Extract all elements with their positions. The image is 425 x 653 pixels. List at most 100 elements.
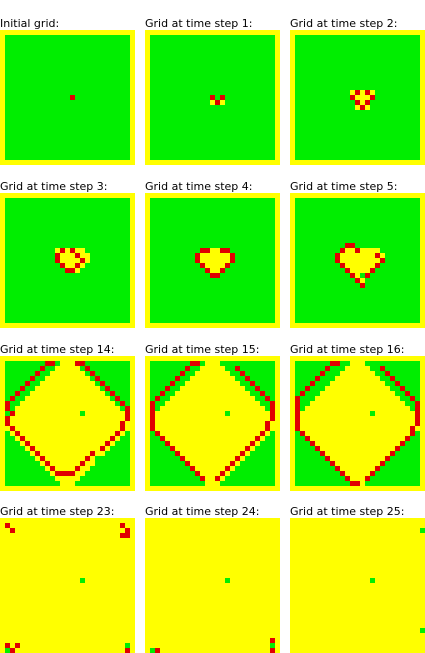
empty-cell [25, 361, 30, 366]
empty-cell [295, 446, 300, 451]
empty-cell [35, 476, 40, 481]
empty-cell [10, 366, 15, 371]
empty-cell [125, 456, 130, 461]
empty-cell [115, 476, 120, 481]
empty-cell [155, 476, 160, 481]
empty-cell [245, 461, 250, 466]
empty-cell [170, 391, 175, 396]
empty-cell [175, 481, 180, 486]
burnt-cell [120, 426, 125, 431]
empty-cell [400, 366, 405, 371]
burnt-cell [220, 248, 225, 253]
empty-cell [75, 481, 80, 486]
empty-cell [15, 386, 20, 391]
empty-cell [90, 481, 95, 486]
empty-cell [110, 386, 115, 391]
empty-cell [5, 381, 10, 386]
empty-cell [385, 476, 390, 481]
burning-cell [80, 248, 85, 253]
panel-label: Grid at time step 1: [145, 17, 253, 30]
burnt-cell [65, 471, 70, 476]
burnt-cell [15, 431, 20, 436]
empty-cell [190, 471, 195, 476]
empty-cell [420, 628, 425, 633]
empty-cell [150, 456, 155, 461]
burning-cell [360, 248, 365, 253]
empty-cell [260, 381, 265, 386]
empty-cell [110, 461, 115, 466]
empty-cell [300, 436, 305, 441]
empty-cell [160, 441, 165, 446]
empty-cell [260, 481, 265, 486]
empty-cell [415, 391, 420, 396]
empty-cell [295, 431, 300, 436]
empty-cell [170, 361, 175, 366]
empty-cell [225, 578, 230, 583]
empty-cell [125, 466, 130, 471]
empty-cell [410, 366, 415, 371]
burnt-cell [15, 643, 20, 648]
burnt-cell [365, 273, 370, 278]
burnt-cell [120, 523, 125, 528]
empty-cell [230, 481, 235, 486]
empty-cell [300, 456, 305, 461]
empty-cell [295, 471, 300, 476]
empty-cell [10, 371, 15, 376]
empty-cell [10, 451, 15, 456]
empty-cell [305, 396, 310, 401]
empty-cell [20, 396, 25, 401]
burnt-cell [300, 391, 305, 396]
empty-cell [245, 361, 250, 366]
empty-cell [105, 481, 110, 486]
grid-svg [290, 356, 425, 491]
burning-cell [210, 100, 215, 105]
burnt-cell [315, 376, 320, 381]
empty-cell [150, 436, 155, 441]
empty-cell [100, 366, 105, 371]
empty-cell [255, 361, 260, 366]
empty-cell [325, 466, 330, 471]
empty-cell [405, 381, 410, 386]
empty-cell [265, 456, 270, 461]
empty-cell [10, 456, 15, 461]
empty-cell [310, 456, 315, 461]
empty-cell [240, 481, 245, 486]
empty-cell [245, 456, 250, 461]
empty-cell [80, 411, 85, 416]
burnt-cell [370, 268, 375, 273]
empty-cell [380, 466, 385, 471]
empty-cell [305, 376, 310, 381]
empty-cell [195, 476, 200, 481]
burnt-cell [40, 456, 45, 461]
empty-cell [250, 476, 255, 481]
burnt-cell [25, 381, 30, 386]
empty-cell [250, 471, 255, 476]
burnt-cell [415, 421, 420, 426]
empty-cell [415, 361, 420, 366]
empty-cell [300, 446, 305, 451]
empty-cell [260, 376, 265, 381]
burning-cell [350, 253, 355, 258]
grid-svg [145, 193, 280, 328]
empty-cell [270, 456, 275, 461]
burnt-cell [295, 416, 300, 421]
burnt-cell [190, 361, 195, 366]
burnt-cell [355, 481, 360, 486]
empty-cell [160, 371, 165, 376]
empty-cell [385, 461, 390, 466]
empty-cell [160, 396, 165, 401]
burning-cell [85, 253, 90, 258]
burnt-cell [410, 396, 415, 401]
empty-cell [265, 481, 270, 486]
burnt-cell [5, 421, 10, 426]
burnt-cell [10, 411, 15, 416]
empty-cell [320, 361, 325, 366]
empty-cell [105, 451, 110, 456]
empty-cell [195, 366, 200, 371]
empty-cell [410, 471, 415, 476]
grid-background [150, 523, 275, 648]
burnt-cell [200, 263, 205, 268]
empty-cell [415, 366, 420, 371]
empty-cell [155, 441, 160, 446]
empty-cell [330, 366, 335, 371]
